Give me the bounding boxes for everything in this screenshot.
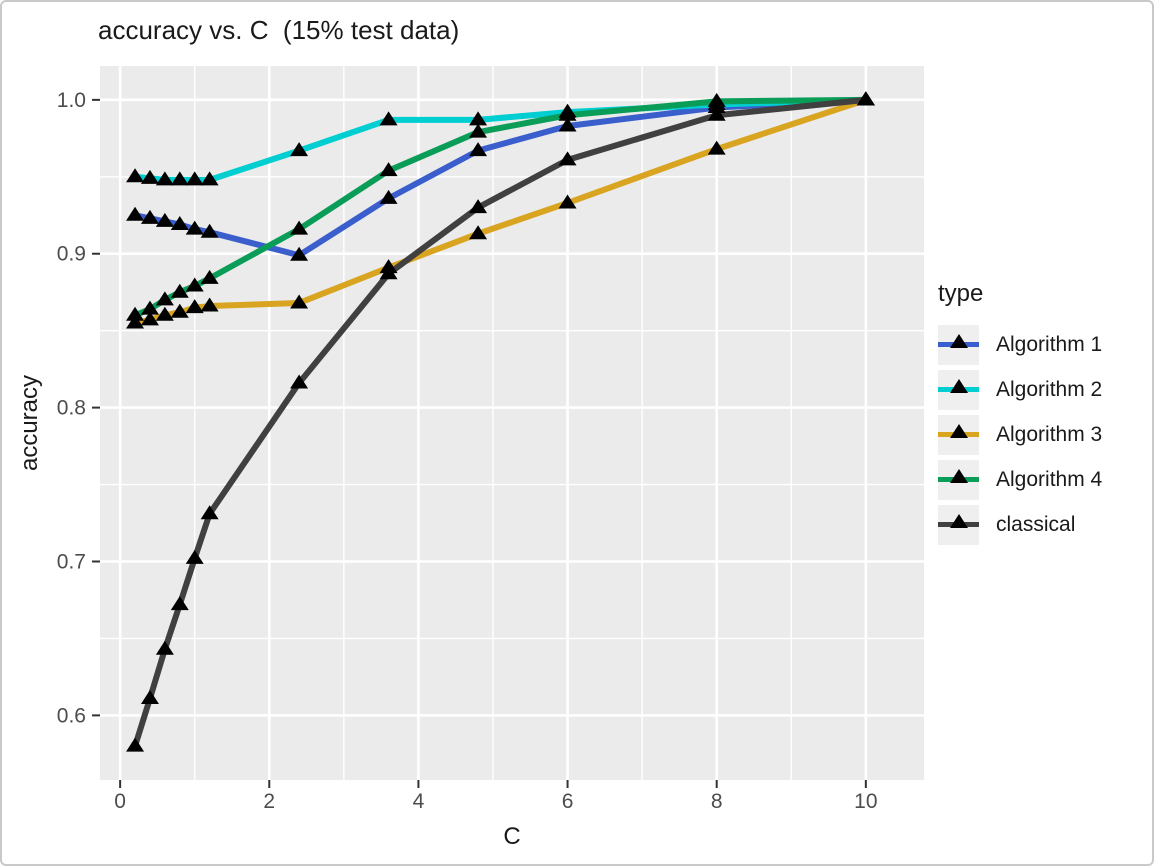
legend-title: type [938,280,984,307]
legend-label: Algorithm 4 [996,468,1103,491]
point-marker-classical [140,689,159,704]
x-tick-label: 0 [114,790,126,813]
point-marker-algorithm-3 [185,299,204,314]
legend-key-algorithm-3 [938,415,979,455]
legend: type Algorithm 1 Algorithm 2 Algorithm 3 Al… [938,280,1102,550]
point-marker-algorithm-2 [185,171,204,186]
point-marker-algorithm-2 [469,111,488,126]
legend-key-algorithm-2 [938,370,979,410]
point-marker-algorithm-2 [200,171,219,186]
triangle-marker-icon [949,424,968,438]
legend-item-algorithm-3: Algorithm 3 [938,415,1102,455]
point-marker-algorithm-2 [170,171,189,186]
legend-item-algorithm-2: Algorithm 2 [938,370,1102,410]
point-marker-algorithm-4 [200,269,219,284]
x-axis-title: C [503,823,521,850]
legend-key-classical [938,505,979,545]
legend-key-algorithm-1 [938,325,979,365]
legend-label: Algorithm 1 [996,333,1103,356]
point-marker-algorithm-3 [126,314,145,329]
y-tick-label: 0.8 [57,397,86,420]
point-marker-algorithm-3 [558,194,577,209]
point-marker-algorithm-1 [200,223,219,238]
point-marker-algorithm-3 [155,306,174,321]
point-marker-algorithm-4 [140,300,159,315]
point-marker-algorithm-1 [155,212,174,227]
series-line-classical [132,96,867,748]
triangle-marker-icon [949,514,968,528]
point-marker-algorithm-4 [185,277,204,292]
point-marker-algorithm-2 [126,168,145,183]
y-tick-label: 0.6 [57,704,86,727]
point-marker-algorithm-1 [469,142,488,157]
legend-item-classical: classical [938,505,1102,545]
x-tick-label: 8 [711,790,723,813]
point-marker-algorithm-4 [126,306,145,321]
point-marker-classical [379,265,398,280]
point-marker-classical [185,549,204,564]
point-marker-classical [856,91,875,106]
point-marker-algorithm-4 [290,220,309,235]
point-marker-classical [290,374,309,389]
legend-items: Algorithm 1 Algorithm 2 Algorithm 3 Algorit… [938,325,1102,545]
point-marker-algorithm-1 [140,209,159,224]
y-tick-label: 0.7 [57,550,86,573]
point-marker-algorithm-3 [170,303,189,318]
triangle-marker-icon [949,379,968,393]
point-marker-algorithm-4 [155,291,174,306]
chart-title: accuracy vs. C (15% test data) [98,15,460,45]
x-tick-label: 4 [413,790,425,813]
point-marker-classical [200,505,219,520]
x-tick-label: 10 [854,790,877,813]
point-marker-algorithm-1 [379,189,398,204]
point-marker-classical [126,737,145,752]
point-marker-algorithm-3 [707,140,726,155]
point-marker-algorithm-1 [170,215,189,230]
point-marker-algorithm-2 [379,111,398,126]
point-marker-classical [170,596,189,611]
triangle-marker-icon [949,469,968,483]
point-marker-algorithm-1 [290,246,309,261]
point-marker-algorithm-2 [140,169,159,184]
point-marker-algorithm-3 [140,311,159,326]
legend-label: classical [996,513,1076,536]
point-marker-algorithm-1 [126,206,145,221]
point-marker-algorithm-4 [170,283,189,298]
legend-item-algorithm-1: Algorithm 1 [938,325,1102,365]
y-tick-label: 1.0 [57,89,86,112]
legend-item-algorithm-4: Algorithm 4 [938,460,1102,500]
point-marker-algorithm-1 [558,117,577,132]
x-tick-label: 2 [263,790,275,813]
point-marker-algorithm-1 [185,220,204,235]
point-marker-algorithm-2 [155,171,174,186]
point-marker-algorithm-4 [707,92,726,107]
point-marker-algorithm-3 [200,297,219,312]
x-tick-label: 6 [562,790,574,813]
point-marker-algorithm-4 [379,162,398,177]
triangle-marker-icon [949,334,968,348]
legend-label: Algorithm 2 [996,378,1103,401]
legend-label: Algorithm 3 [996,423,1103,446]
point-marker-algorithm-4 [469,123,488,138]
point-marker-algorithm-3 [469,225,488,240]
point-marker-classical [707,106,726,121]
point-marker-classical [469,199,488,214]
y-axis-title: accuracy [16,374,43,472]
y-tick-label: 0.9 [57,243,86,266]
legend-key-algorithm-4 [938,460,979,500]
point-marker-algorithm-3 [290,294,309,309]
point-marker-algorithm-4 [558,106,577,121]
point-marker-algorithm-2 [290,142,309,157]
plot-panel [100,66,924,780]
point-marker-classical [558,151,577,166]
point-marker-classical [155,640,174,655]
